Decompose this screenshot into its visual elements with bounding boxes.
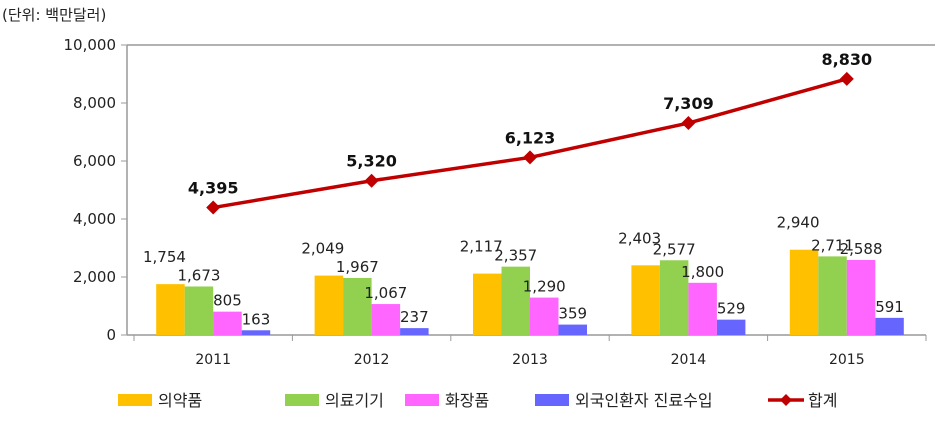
legend-label: 합계 xyxy=(808,391,837,410)
legend-label: 의료기기 xyxy=(325,391,384,410)
line-label: 6,123 xyxy=(505,128,556,147)
bar-화장품 xyxy=(846,259,876,335)
legend-marker xyxy=(780,394,792,406)
bar-외국인환자 진료수입 xyxy=(400,328,429,335)
bar-의료기기 xyxy=(184,286,214,335)
bar-label: 1,067 xyxy=(364,284,407,302)
x-tick-label: 2011 xyxy=(195,352,231,368)
bar-label: 1,967 xyxy=(336,258,379,276)
bar-label: 2,577 xyxy=(653,240,696,258)
legend-label: 의약품 xyxy=(158,391,202,410)
x-tick-label: 2015 xyxy=(829,352,865,368)
x-tick-label: 2012 xyxy=(354,352,390,368)
line-label: 7,309 xyxy=(663,94,714,113)
y-tick-label: 6,000 xyxy=(73,152,116,170)
bar-화장품 xyxy=(530,297,559,335)
bar-label: 1,290 xyxy=(523,278,566,296)
y-tick-label: 8,000 xyxy=(73,94,116,112)
bar-의료기기 xyxy=(659,260,689,335)
line-marker xyxy=(364,173,379,188)
bar-외국인환자 진료수입 xyxy=(875,317,904,335)
line-label: 5,320 xyxy=(346,152,397,171)
bar-label: 1,754 xyxy=(143,248,186,266)
bar-label: 2,588 xyxy=(840,240,883,258)
bar-label: 2,357 xyxy=(494,247,537,265)
bar-label: 2,940 xyxy=(777,214,820,232)
legend-label: 외국인환자 진료수입 xyxy=(575,391,713,410)
bar-의료기기 xyxy=(343,277,372,335)
bar-의료기기 xyxy=(501,266,530,335)
bar-label: 805 xyxy=(213,292,242,310)
bar-의약품 xyxy=(314,275,344,335)
bar-label: 2,049 xyxy=(301,240,344,258)
legend-swatch xyxy=(405,394,439,406)
bar-label: 163 xyxy=(242,310,271,328)
bar-의약품 xyxy=(789,249,819,335)
y-tick-label: 10,000 xyxy=(64,36,117,54)
bar-label: 2,711 xyxy=(811,236,854,254)
legend-swatch xyxy=(285,394,319,406)
bar-화장품 xyxy=(371,304,401,335)
line-label: 4,395 xyxy=(188,179,239,198)
bar-외국인환자 진료수입 xyxy=(716,319,746,335)
legend-label: 화장품 xyxy=(445,391,489,410)
y-tick-label: 4,000 xyxy=(73,210,116,228)
line-marker xyxy=(839,71,854,86)
bar-label: 359 xyxy=(558,305,587,323)
line-marker xyxy=(206,200,221,215)
line-label: 8,830 xyxy=(821,50,872,69)
legend-swatch xyxy=(118,394,152,406)
bar-화장품 xyxy=(688,282,717,335)
bar-외국인환자 진료수입 xyxy=(558,324,587,335)
bar-label: 529 xyxy=(717,300,746,318)
x-tick-label: 2014 xyxy=(671,352,707,368)
y-tick-label: 2,000 xyxy=(73,268,116,286)
bar-label: 591 xyxy=(875,298,904,316)
bar-label: 2,117 xyxy=(460,238,503,256)
bar-label: 237 xyxy=(400,308,429,326)
bar-의약품 xyxy=(631,265,660,335)
bar-의약품 xyxy=(473,273,502,335)
line-marker xyxy=(681,116,696,131)
legend-swatch xyxy=(535,394,569,406)
bar-label: 1,800 xyxy=(681,263,724,281)
bar-label: 1,673 xyxy=(177,266,220,284)
bar-화장품 xyxy=(213,311,242,335)
line-marker xyxy=(523,150,537,165)
bar-label: 2,403 xyxy=(618,229,661,247)
unit-label: (단위: 백만달러) xyxy=(2,6,107,24)
y-tick-label: 0 xyxy=(106,326,116,344)
bar-외국인환자 진료수입 xyxy=(241,330,271,335)
x-tick-label: 2013 xyxy=(512,352,548,368)
bar-의약품 xyxy=(156,284,185,335)
bar-의료기기 xyxy=(818,256,847,335)
